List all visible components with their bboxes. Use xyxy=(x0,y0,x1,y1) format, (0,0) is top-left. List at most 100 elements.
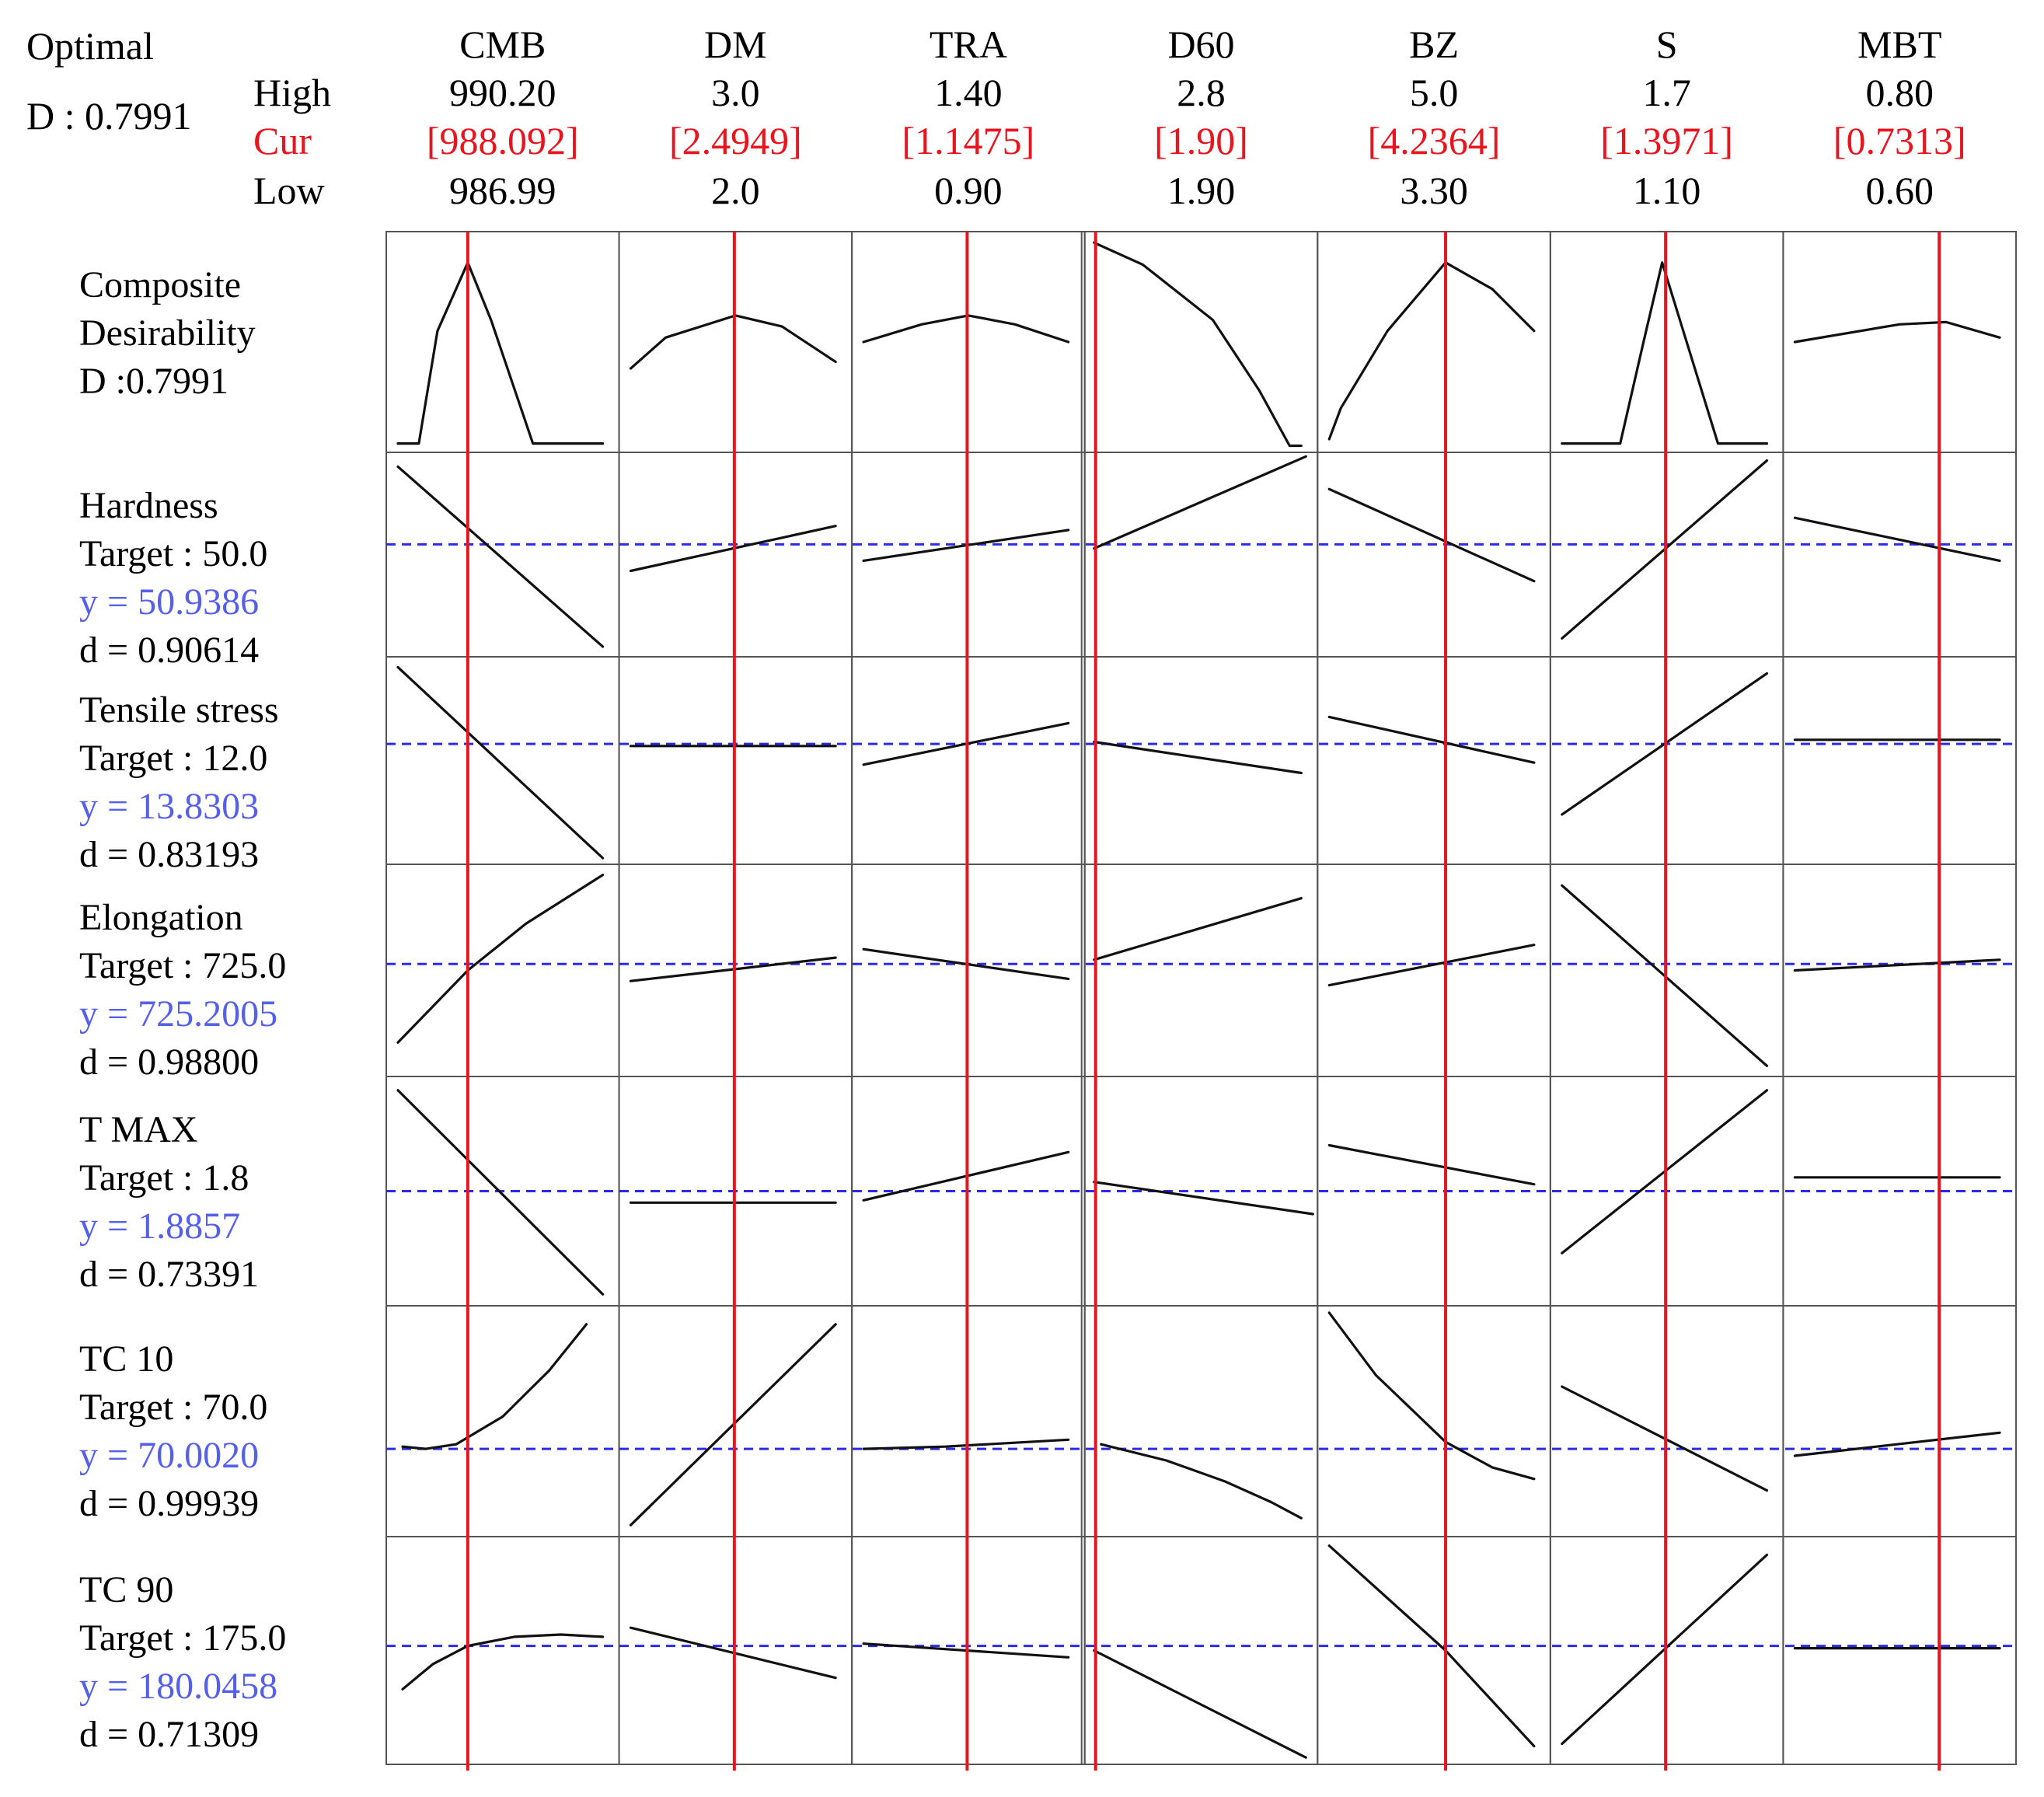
response-curve-r3-c3 xyxy=(1093,897,1303,961)
plot-cell xyxy=(1317,1305,1551,1537)
response-curve-r4-c0 xyxy=(396,1089,605,1296)
factor-name-bz: BZ xyxy=(1409,23,1460,66)
plot-cell xyxy=(1317,231,1551,453)
row-5-label-line-2: y = 70.0020 xyxy=(79,1435,260,1476)
response-curve-r5-c2 xyxy=(862,1438,1070,1450)
factor-low-bz: 3.30 xyxy=(1400,169,1468,212)
factor-cur-tra: [1.1475] xyxy=(902,119,1035,162)
factor-cur-mbt: [0.7313] xyxy=(1833,119,1966,162)
row-1-label-line-2: y = 50.9386 xyxy=(79,581,260,623)
plot-cell xyxy=(385,864,620,1077)
row-2-label-line-1: Target : 12.0 xyxy=(79,738,268,779)
plot-cell xyxy=(1083,452,1319,658)
factor-name-d60: D60 xyxy=(1167,23,1235,66)
row-4-label-line-2: y = 1.8857 xyxy=(79,1206,241,1247)
row-3-label-line-3: d = 0.98800 xyxy=(79,1042,260,1083)
response-curve-r6-c3 xyxy=(1093,1649,1307,1759)
row-5-label-line-0: TC 10 xyxy=(79,1338,174,1380)
response-curve-r2-c3 xyxy=(1093,740,1303,775)
row-0-label-line-2: D :0.7991 xyxy=(79,361,228,402)
factor-cur-dm: [2.4949] xyxy=(668,119,802,162)
row-3-label-line-1: Target : 725.0 xyxy=(79,945,287,986)
response-curve-r1-c4 xyxy=(1327,487,1536,583)
composite-d-label: D : 0.7991 xyxy=(26,94,192,138)
factor-high-bz: 5.0 xyxy=(1409,71,1459,114)
plot-cell xyxy=(1317,864,1551,1077)
low-label: Low xyxy=(253,169,325,212)
response-curve-r3-c6 xyxy=(1793,958,2001,972)
response-curve-r0-c0 xyxy=(396,261,605,445)
plot-cell xyxy=(1083,1536,1319,1765)
response-curve-r0-c4 xyxy=(1327,261,1536,441)
factor-low-mbt: 0.60 xyxy=(1865,169,1934,212)
row-1-label-line-3: d = 0.90614 xyxy=(79,630,260,671)
response-curve-r0-c3 xyxy=(1093,241,1303,448)
row-6-label-line-2: y = 180.0458 xyxy=(79,1666,278,1707)
plot-cell xyxy=(1317,656,1551,865)
row-0-label-line-1: Desirability xyxy=(79,312,256,354)
factor-low-cmb: 986.99 xyxy=(449,169,556,212)
plot-cell xyxy=(1782,1305,2017,1537)
row-3-label-line-0: Elongation xyxy=(79,897,243,938)
response-curve-r1-c0 xyxy=(396,465,605,648)
plot-cell xyxy=(1083,656,1319,865)
row-4-label-line-3: d = 0.73391 xyxy=(79,1254,260,1295)
plot-cell xyxy=(1083,864,1319,1077)
row-1-label-line-0: Hardness xyxy=(79,485,218,526)
plot-cell xyxy=(1782,656,2017,865)
plot-cell xyxy=(385,1536,620,1765)
factor-low-d60: 1.90 xyxy=(1167,169,1236,212)
row-1-label-line-1: Target : 50.0 xyxy=(79,533,268,574)
plot-cell xyxy=(1782,231,2017,453)
row-6-label-line-0: TC 90 xyxy=(79,1569,174,1610)
row-6-label-line-3: d = 0.71309 xyxy=(79,1714,260,1755)
response-curve-r5-c4 xyxy=(1327,1311,1536,1481)
plot-cell xyxy=(1083,231,1319,453)
cur-label: Cur xyxy=(253,119,312,162)
plot-cell xyxy=(1317,452,1551,658)
factor-cur-cmb: [988.092] xyxy=(426,119,579,162)
row-5-label-line-3: d = 0.99939 xyxy=(79,1483,260,1524)
factor-low-s: 1.10 xyxy=(1632,169,1701,212)
factor-name-s: S xyxy=(1655,23,1678,66)
response-curve-r5-c3 xyxy=(1100,1443,1303,1520)
response-curve-r2-c0 xyxy=(396,665,605,860)
plot-cell xyxy=(385,231,620,453)
response-curve-r6-c0 xyxy=(401,1633,605,1691)
response-curve-r3-c0 xyxy=(396,874,605,1044)
factor-cur-d60: [1.90] xyxy=(1154,119,1248,162)
response-curve-r1-c6 xyxy=(1793,516,2001,562)
factor-high-tra: 1.40 xyxy=(934,71,1003,114)
plot-cell xyxy=(1782,452,2017,658)
plot-cell xyxy=(385,1305,620,1537)
factor-low-dm: 2.0 xyxy=(711,169,760,212)
response-curve-r5-c0 xyxy=(401,1323,588,1450)
row-4-label-line-0: T MAX xyxy=(79,1109,198,1150)
row-3-label-line-2: y = 725.2005 xyxy=(79,993,278,1035)
high-label: High xyxy=(253,71,331,114)
factor-name-tra: TRA xyxy=(929,23,1007,66)
row-2-label-line-2: y = 13.8303 xyxy=(79,786,260,827)
factor-high-cmb: 990.20 xyxy=(449,71,556,114)
factor-cur-s: [1.3971] xyxy=(1600,119,1734,162)
factor-high-s: 1.7 xyxy=(1642,71,1691,114)
row-0-label-line-0: Composite xyxy=(79,264,242,305)
plot-cell xyxy=(1083,1305,1319,1537)
row-2-label-line-3: d = 0.83193 xyxy=(79,834,260,875)
response-curve-r2-c4 xyxy=(1327,715,1536,764)
factor-name-dm: DM xyxy=(704,23,767,66)
factor-high-dm: 3.0 xyxy=(711,71,760,114)
plot-cell xyxy=(1782,1536,2017,1765)
factor-low-tra: 0.90 xyxy=(934,169,1003,212)
response-curve-r0-c6 xyxy=(1793,320,2001,344)
row-5-label-line-1: Target : 70.0 xyxy=(79,1387,268,1428)
response-curve-r4-c3 xyxy=(1093,1181,1314,1216)
response-curve-r5-c6 xyxy=(1793,1431,2001,1457)
factor-name-mbt: MBT xyxy=(1857,23,1942,66)
factor-high-d60: 2.8 xyxy=(1177,71,1226,114)
response-curve-r0-c5 xyxy=(1561,261,1769,445)
factor-cur-bz: [4.2364] xyxy=(1367,119,1501,162)
response-curve-r1-c3 xyxy=(1093,455,1307,550)
response-curve-r3-c4 xyxy=(1327,944,1536,987)
